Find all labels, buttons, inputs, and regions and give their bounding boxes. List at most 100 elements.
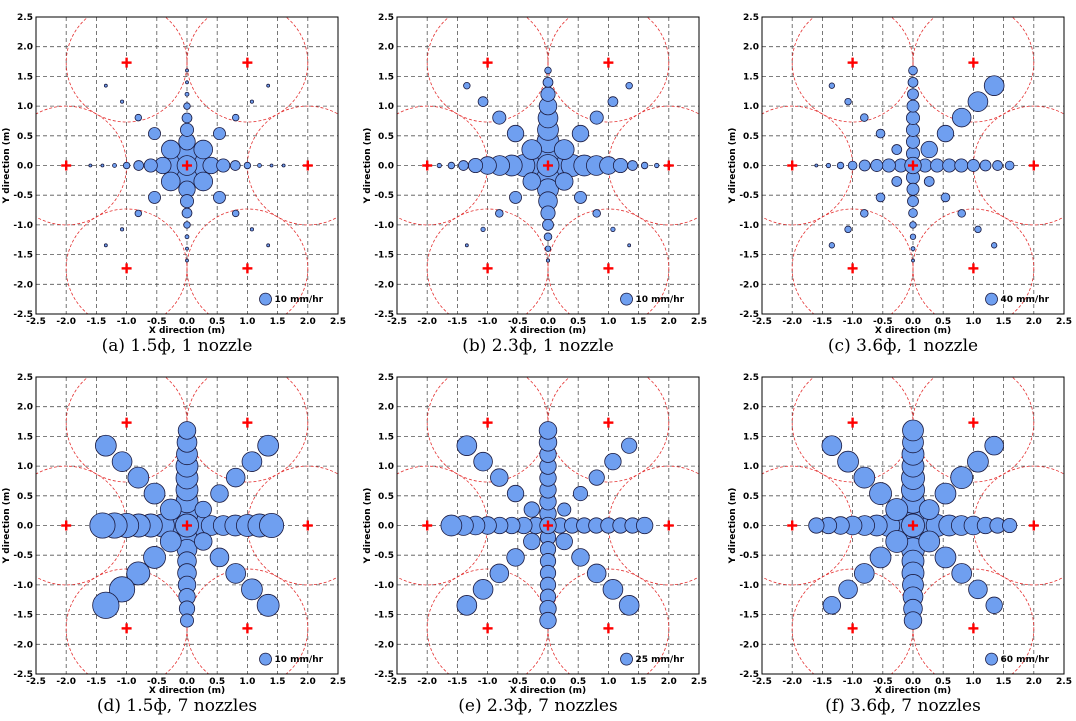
y-tick-label: 1.0 [17, 462, 33, 472]
bubble-point [143, 158, 158, 173]
bubble-point [553, 139, 575, 160]
legend-bubble [985, 292, 998, 306]
bubble-point [837, 450, 859, 473]
bubble-point [100, 163, 105, 168]
x-tick-label: 0.5 [935, 677, 951, 687]
bubble-point [808, 517, 825, 534]
x-tick-label: -0.5 [508, 317, 528, 327]
bubble-point [909, 233, 917, 240]
x-tick-label: 0.0 [179, 677, 195, 687]
y-axis-label: Y direction (m) [2, 128, 12, 205]
bubble-point [540, 205, 556, 221]
x-tick-label: -1.5 [813, 317, 833, 327]
nozzle-marker-icon [543, 160, 553, 171]
x-tick-label: 1.0 [965, 677, 981, 687]
y-tick-label: -1.5 [13, 611, 33, 621]
y-tick-label: -0.5 [739, 191, 759, 201]
y-tick-label: -1.5 [374, 251, 394, 261]
bubble-point [111, 451, 133, 472]
bubble-point [571, 124, 590, 143]
nozzle-marker-icon [121, 417, 132, 428]
x-tick-label: 1.0 [600, 317, 616, 327]
y-tick-label: 1.0 [743, 102, 759, 112]
legend-bubble [620, 292, 633, 306]
bubble-point [910, 246, 916, 252]
x-tick-label: 2.5 [691, 317, 707, 327]
bubble-point [523, 501, 540, 518]
y-tick-label: 0.0 [17, 162, 33, 172]
bubble-point [940, 192, 951, 203]
nozzle-marker-icon [543, 520, 553, 531]
y-tick-label: 2.0 [743, 403, 759, 413]
bubble-point [193, 139, 213, 160]
nozzle-marker-icon [603, 623, 614, 634]
bubble-point [231, 209, 240, 218]
bubble-point [918, 530, 941, 553]
bubble-point [858, 159, 871, 172]
y-tick-label: 2.5 [17, 373, 33, 383]
y-tick-label: 0.5 [743, 492, 759, 502]
bubble-point [968, 579, 988, 600]
y-tick-label: 2.0 [378, 403, 394, 413]
x-tick-label: -1.5 [87, 677, 107, 687]
bubble-point [103, 243, 108, 248]
bubble-point [604, 452, 622, 471]
bubble-point [870, 159, 884, 172]
bubble-point [89, 512, 116, 539]
y-tick-label: 1.5 [17, 72, 33, 82]
plot-frame [35, 16, 339, 315]
bubble-point [966, 159, 980, 172]
bubble-point [654, 162, 660, 169]
legend-label: 10 mm/hr [275, 295, 324, 305]
x-tick-label: 1.5 [270, 317, 286, 327]
bubble-point [906, 99, 920, 113]
x-tick-label: 0.0 [540, 677, 556, 687]
x-tick-label: 0.5 [209, 317, 225, 327]
bubble-point [538, 421, 558, 440]
x-tick-label: -1.0 [843, 317, 863, 327]
y-tick-label: -1.5 [739, 611, 759, 621]
plot-frame [396, 16, 700, 315]
x-tick-label: 2.5 [330, 677, 346, 687]
bubble-point [194, 500, 212, 519]
bubble-point [589, 110, 604, 125]
bubbles [440, 421, 654, 630]
nozzle-marker-icon [847, 417, 858, 428]
x-tick-label: 1.5 [996, 677, 1012, 687]
x-tick-label: -1.0 [843, 677, 863, 687]
bubble-point [1002, 517, 1018, 534]
nozzle-marker-icon [787, 520, 798, 531]
y-tick-label: -2.0 [739, 640, 759, 650]
bubble-point [112, 163, 117, 168]
bubble-point [181, 207, 193, 219]
bubble-point [249, 227, 254, 232]
bubble-point [920, 140, 938, 159]
bubble-point [592, 209, 601, 218]
bubble-point [447, 161, 456, 170]
bubble-point [907, 76, 919, 88]
x-tick-label: -1.0 [117, 317, 137, 327]
x-tick-label: -2.0 [782, 677, 802, 687]
chart-panel-a: -2.5-2.5 -2.0 -2.0 -1.5 -1.5 -1.0 -1.0 -0.5 -0.5… [2, 13, 346, 356]
y-tick-label: 2.5 [743, 13, 759, 23]
coverage-circle [426, 17, 549, 123]
chart-panel-c: -2.5-2.5 -2.0 -2.0 -1.5 -1.5 -1.0 -1.0 -0.5 -0.5… [728, 13, 1072, 356]
bubble-point [588, 469, 605, 486]
bubble-point [881, 158, 896, 173]
coverage-circle [65, 17, 188, 123]
panel-caption: (a) 1.5ф, 1 nozzle [102, 336, 253, 356]
bubble-point [934, 546, 957, 569]
bubble-point [586, 563, 607, 584]
nozzle-marker-icon [1028, 160, 1039, 171]
bubble-point [489, 563, 510, 584]
x-tick-label: -0.5 [508, 677, 528, 687]
y-tick-label: 1.5 [743, 432, 759, 442]
bubble-point [120, 227, 125, 232]
y-tick-label: -1.0 [374, 221, 394, 231]
x-tick-label: 2.0 [1026, 677, 1042, 687]
plot-frame [761, 16, 1065, 315]
legend-label: 10 mm/hr [275, 655, 324, 665]
x-tick-label: -2.0 [56, 317, 76, 327]
y-tick-label: 0.5 [378, 492, 394, 502]
nozzle-marker-icon [121, 623, 132, 634]
